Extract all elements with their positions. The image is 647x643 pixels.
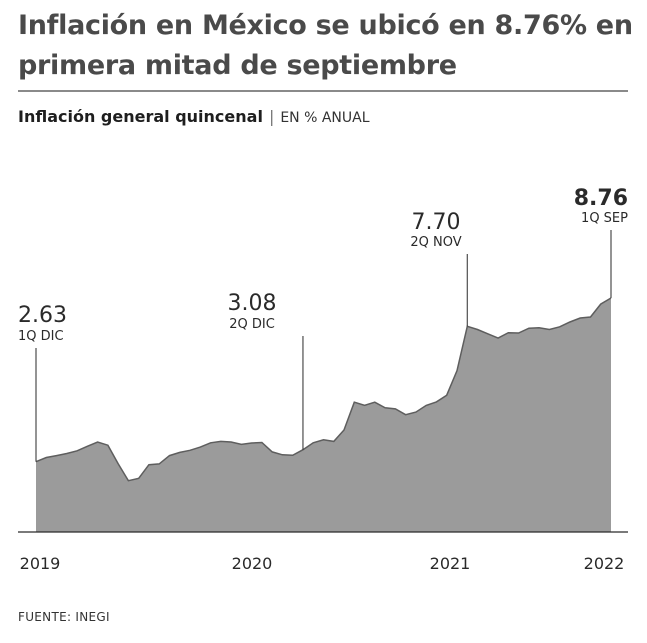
chart-title: Inflación en México se ubicó en 8.76% en… xyxy=(18,10,633,81)
annotation-period: 1Q DIC xyxy=(18,329,64,344)
subtitle-unit: EN % ANUAL xyxy=(280,110,370,126)
annotation-value: 7.70 xyxy=(412,210,461,235)
annotation-period: 1Q SEP xyxy=(581,211,628,226)
annotation-period: 2Q DIC xyxy=(229,317,275,332)
chart-subtitle: Inflación general quincenal | EN % ANUAL xyxy=(18,106,370,129)
title-divider xyxy=(18,90,628,92)
x-tick-label: 2019 xyxy=(20,554,61,573)
subtitle-separator: | xyxy=(268,107,275,126)
x-tick-label: 2020 xyxy=(232,554,273,573)
annotation-value: 3.08 xyxy=(228,291,277,316)
annotation-value: 8.76 xyxy=(574,186,628,211)
annotation-period: 2Q NOV xyxy=(410,235,461,250)
series-line xyxy=(35,297,612,482)
x-tick-label: 2021 xyxy=(430,554,471,573)
subtitle-main: Inflación general quincenal xyxy=(18,107,263,126)
area-fill xyxy=(36,298,611,532)
source-note: FUENTE: INEGI xyxy=(18,610,110,624)
x-tick-label: 2022 xyxy=(584,554,625,573)
annotation-value: 2.63 xyxy=(18,303,67,328)
